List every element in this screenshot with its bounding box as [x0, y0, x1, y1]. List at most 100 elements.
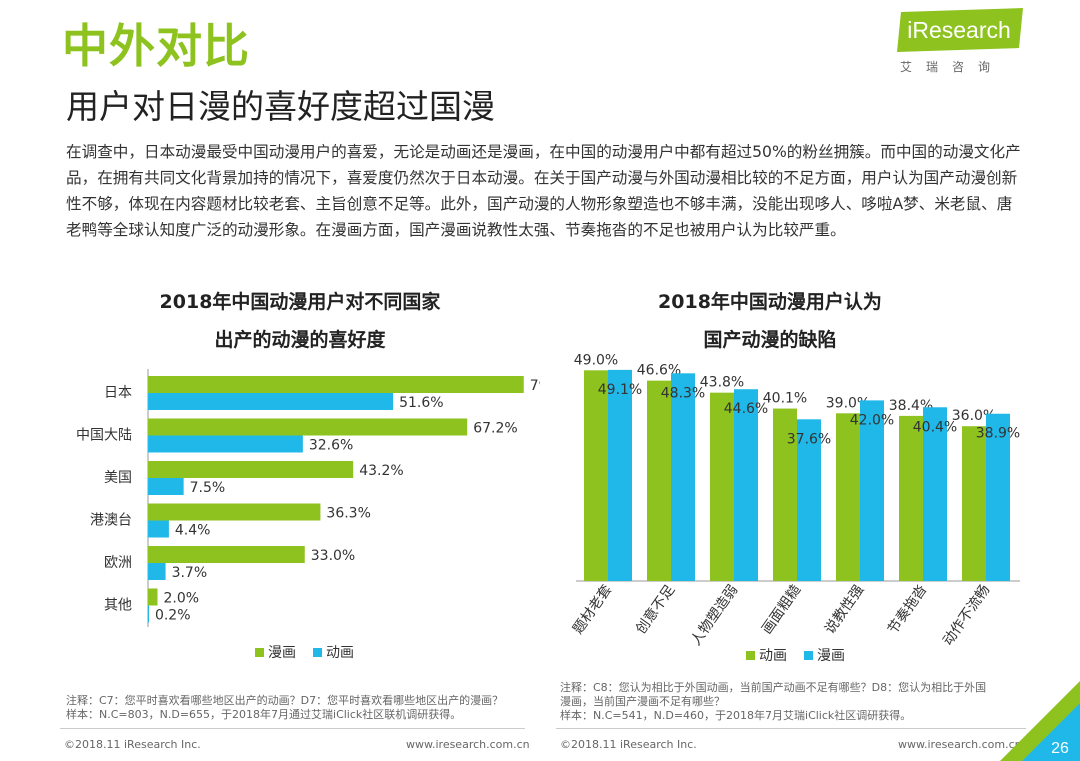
category-label: 创意不足 — [632, 582, 678, 638]
data-label: 4.4% — [175, 523, 211, 539]
data-label: 43.8% — [700, 375, 744, 391]
data-label: 2.0% — [164, 591, 200, 607]
legend-swatch — [804, 651, 813, 660]
bar — [899, 415, 923, 581]
shortcomings-bar-chart: 49.0% 49.1% 题材老套 46.6% 48.3% 创意不足 43.8% 44.6% 人物… — [570, 352, 1020, 664]
bar — [797, 419, 821, 581]
category-label: 画面粗糙 — [759, 582, 804, 637]
left-chart-title-line2: 出产的动漫的喜好度 — [214, 329, 386, 351]
bar — [584, 370, 608, 581]
data-label: 37.6% — [787, 431, 831, 447]
category-label: 美国 — [104, 470, 132, 486]
bar — [608, 369, 632, 581]
legend-label: 漫画 — [268, 645, 296, 661]
category-label: 题材老套 — [570, 582, 615, 637]
data-label: 36.3% — [326, 506, 370, 522]
bar — [148, 605, 149, 623]
bar — [148, 478, 184, 495]
legend-swatch — [255, 648, 264, 657]
legend-swatch — [313, 648, 322, 657]
right-chart-title-line1: 2018年中国动漫用户认为 — [658, 291, 882, 313]
category-label: 动作不流畅 — [940, 582, 993, 649]
corner-decoration: 26 — [1000, 681, 1080, 761]
page-title: 中外对比 — [62, 19, 250, 73]
bar — [836, 413, 860, 581]
data-label: 67.2% — [473, 421, 517, 437]
data-label: 49.0% — [574, 352, 618, 368]
data-label: 40.4% — [913, 419, 957, 435]
bar — [773, 408, 797, 581]
copyright-right: ©2018.11 iResearch Inc. — [560, 738, 697, 751]
data-label: 46.6% — [637, 363, 681, 379]
data-label: 39.0% — [826, 395, 870, 411]
bar — [148, 520, 169, 538]
data-label: 51.6% — [399, 395, 443, 411]
data-label: 38.4% — [889, 398, 933, 414]
page-number: 26 — [1051, 740, 1069, 757]
data-label: 33.0% — [311, 548, 355, 564]
bar — [860, 400, 884, 581]
legend-label: 漫画 — [817, 648, 845, 664]
left-notes: 注释：C7：您平时喜欢看哪些地区出产的动画？D7：您平时喜欢看哪些地区出产的漫画… — [66, 694, 556, 722]
data-label: 42.0% — [850, 412, 894, 428]
bar — [148, 393, 394, 410]
right-footer-divider — [556, 728, 1026, 729]
data-label: 0.2% — [155, 608, 191, 624]
logo-chinese-name: 艾瑞咨询 — [900, 60, 1005, 74]
bar — [986, 413, 1010, 581]
category-label: 人物塑造弱 — [688, 582, 741, 649]
category-label: 港澳台 — [90, 513, 132, 529]
data-label: 79.1% — [530, 378, 540, 394]
data-label: 38.9% — [976, 426, 1020, 442]
category-label: 中国大陆 — [76, 428, 132, 444]
copyright-left: ©2018.11 iResearch Inc. — [64, 738, 201, 751]
data-label: 49.1% — [598, 382, 642, 398]
logo-text: iResearch — [907, 17, 1011, 43]
category-label: 节奏拖沓 — [885, 582, 930, 637]
right-note-line: 注释：C8：您认为相比于外国动画，当前国产动画不足有哪些？D8：您认为相比于外国 — [560, 681, 987, 694]
bar — [710, 392, 734, 581]
data-label: 40.1% — [763, 391, 807, 407]
bar — [148, 546, 305, 563]
right-note-line: 样本：N.C=541，N.D=460，于2018年7月艾瑞iClick社区调研获… — [560, 709, 912, 722]
data-label: 36.0% — [952, 408, 996, 424]
bar — [923, 407, 947, 581]
category-label: 其他 — [104, 598, 132, 614]
bar — [671, 373, 695, 581]
right-chart-title-line2: 国产动漫的缺陷 — [703, 329, 837, 351]
data-label: 32.6% — [309, 438, 353, 454]
data-label: 7.5% — [190, 480, 226, 496]
category-label: 说教性强 — [822, 582, 867, 637]
legend-swatch — [746, 651, 755, 660]
right-note-line: 漫画，当前国产漫画不足有哪些？ — [560, 695, 725, 708]
bar — [148, 418, 468, 436]
bar — [148, 376, 524, 393]
category-label: 欧洲 — [104, 555, 132, 571]
bar — [148, 435, 303, 453]
data-label: 43.2% — [359, 463, 403, 479]
data-label: 44.6% — [724, 401, 768, 417]
legend-label: 动画 — [759, 648, 787, 664]
preference-bar-chart: 日本 79.1% 51.6% 中国大陆 67.2% 32.6% 美国 43.2% 7.5% 港澳台… — [76, 369, 540, 661]
bar — [647, 380, 671, 581]
left-footer-divider — [60, 728, 525, 729]
bar — [148, 563, 166, 580]
category-label: 日本 — [104, 385, 132, 401]
right-notes: 注释：C8：您认为相比于外国动画，当前国产动画不足有哪些？D8：您认为相比于外国… — [560, 681, 1030, 723]
intro-paragraph: 在调查中，日本动漫最受中国动漫用户的喜爱，无论是动画还是漫画，在中国的动漫用户中… — [66, 143, 1021, 239]
website-left[interactable]: www.iresearch.com.cn — [406, 738, 530, 751]
bar — [148, 461, 354, 478]
data-label: 48.3% — [661, 385, 705, 401]
bar — [148, 503, 321, 521]
left-chart-title-line1: 2018年中国动漫用户对不同国家 — [159, 291, 441, 313]
bar — [148, 588, 158, 606]
left-note-line: 样本：N.C=803，N.D=655，于2018年7月通过艾瑞iClick社区联… — [66, 708, 462, 721]
page-subtitle: 用户对日漫的喜好度超过国漫 — [66, 87, 495, 126]
legend-label: 动画 — [326, 645, 354, 661]
data-label: 3.7% — [172, 565, 208, 581]
iresearch-logo: iResearch — [897, 8, 1023, 52]
website-right[interactable]: www.iresearch.com.cn — [898, 738, 1022, 751]
bar — [962, 426, 986, 581]
left-note-line: 注释：C7：您平时喜欢看哪些地区出产的动画？D7：您平时喜欢看哪些地区出产的漫画… — [66, 694, 504, 707]
bar — [734, 389, 758, 581]
